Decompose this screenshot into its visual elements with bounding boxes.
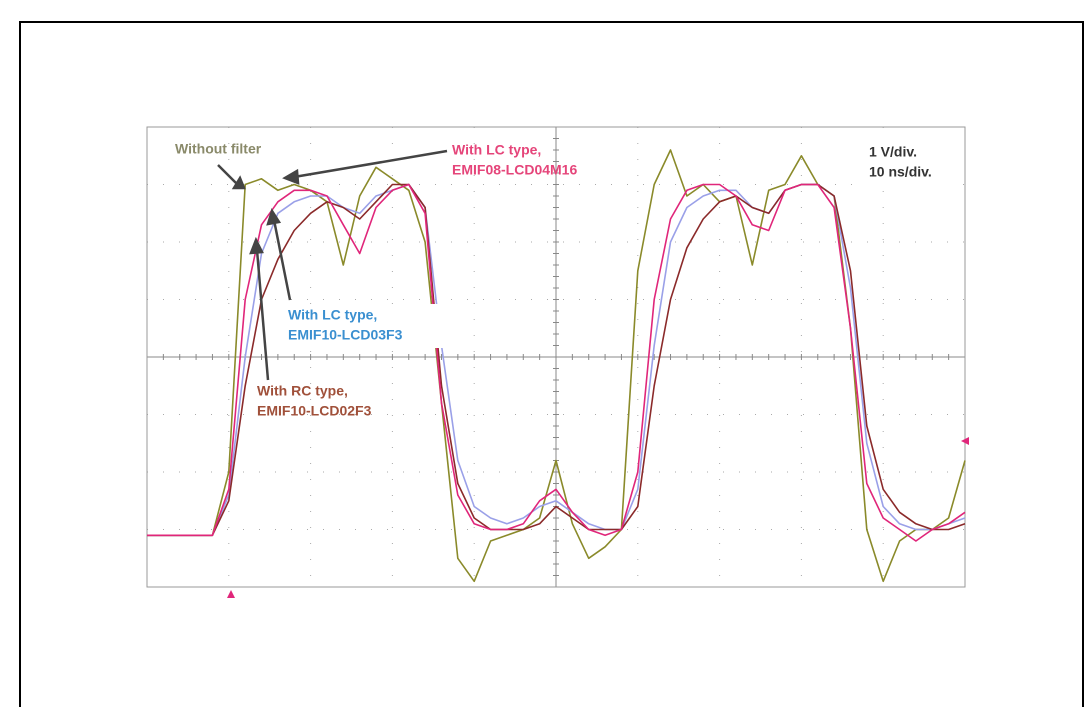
arrow-head bbox=[249, 236, 264, 255]
trace bbox=[147, 183, 966, 542]
annotation: With RC type, bbox=[257, 383, 348, 399]
level-marker bbox=[961, 437, 969, 445]
annotation: EMIF08-LCD04M16 bbox=[452, 162, 577, 178]
annotation: With LC type, bbox=[288, 307, 377, 323]
annotation: 1 V/div. bbox=[869, 144, 917, 160]
plot-frame bbox=[146, 126, 966, 588]
annotation: Without filter bbox=[175, 141, 262, 157]
arrow bbox=[217, 164, 237, 184]
figure-frame bbox=[19, 21, 1084, 707]
trace bbox=[147, 183, 966, 537]
annotation: EMIF10-LCD02F3 bbox=[257, 403, 372, 419]
label-backdrop bbox=[284, 304, 446, 348]
labels: Without filter With LC type, EMIF08-LCD04M… bbox=[175, 141, 961, 419]
label-backdrop bbox=[865, 141, 961, 185]
traces bbox=[147, 149, 966, 583]
arrow bbox=[255, 249, 270, 381]
arrows bbox=[217, 149, 448, 381]
arrow-head bbox=[231, 175, 246, 190]
arrow bbox=[293, 149, 448, 179]
arrow-head bbox=[266, 208, 282, 226]
annotation: 10 ns/div. bbox=[869, 164, 932, 180]
arrow bbox=[272, 219, 292, 301]
annotation: EMIF10-LCD03F3 bbox=[288, 327, 403, 343]
arrow-head bbox=[282, 168, 300, 185]
trigger-marker bbox=[227, 590, 235, 598]
grid bbox=[146, 126, 966, 588]
annotation: With LC type, bbox=[452, 142, 541, 158]
